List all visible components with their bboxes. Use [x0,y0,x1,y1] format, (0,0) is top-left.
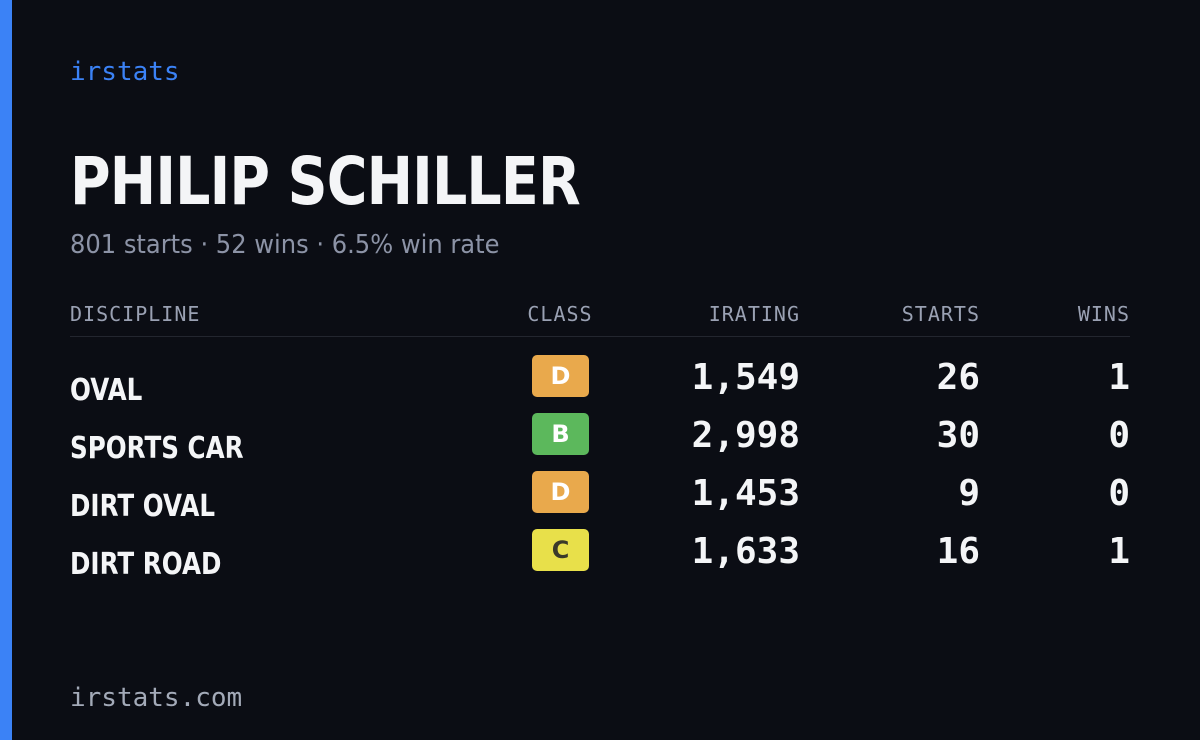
wins-value: 1 [1108,531,1130,572]
header-class: CLASS [527,302,593,326]
discipline-name: OVAL [70,373,143,408]
header-starts: STARTS [901,302,980,326]
irating-value: 2,998 [691,415,800,456]
table-row: DIRT ROAD C 1,633 16 1 [70,529,1130,587]
starts-value: 26 [936,357,980,398]
player-summary: 801 starts · 52 wins · 6.5% win rate [70,230,500,260]
footer-url: irstats.com [70,683,243,713]
starts-value: 16 [936,531,980,572]
license-table: DISCIPLINE CLASS IRATING STARTS WINS OVA… [70,298,1130,587]
license-class-badge: D [532,355,589,397]
header-wins: WINS [1077,302,1130,326]
starts-value: 30 [936,415,980,456]
irating-value: 1,453 [691,473,800,514]
player-name: PHILIP SCHILLER [70,143,581,220]
wins-value: 1 [1108,357,1130,398]
wins-value: 0 [1108,473,1130,514]
discipline-name: DIRT OVAL [70,489,216,524]
license-class-badge: B [532,413,589,455]
discipline-name: DIRT ROAD [70,547,222,582]
header-irating: IRATING [708,302,800,326]
discipline-name: SPORTS CAR [70,431,244,466]
brand-logo: irstats [70,57,180,87]
table-row: SPORTS CAR B 2,998 30 0 [70,413,1130,471]
license-class-badge: C [532,529,589,571]
table-row: OVAL D 1,549 26 1 [70,355,1130,413]
table-header: DISCIPLINE CLASS IRATING STARTS WINS [70,298,1130,337]
accent-bar [0,0,12,740]
wins-value: 0 [1108,415,1130,456]
table-row: DIRT OVAL D 1,453 9 0 [70,471,1130,529]
irating-value: 1,549 [691,357,800,398]
header-discipline: DISCIPLINE [70,302,201,326]
license-class-badge: D [532,471,589,513]
starts-value: 9 [958,473,980,514]
irating-value: 1,633 [691,531,800,572]
table-body: OVAL D 1,549 26 1 SPORTS CAR B 2,998 30 … [70,355,1130,587]
